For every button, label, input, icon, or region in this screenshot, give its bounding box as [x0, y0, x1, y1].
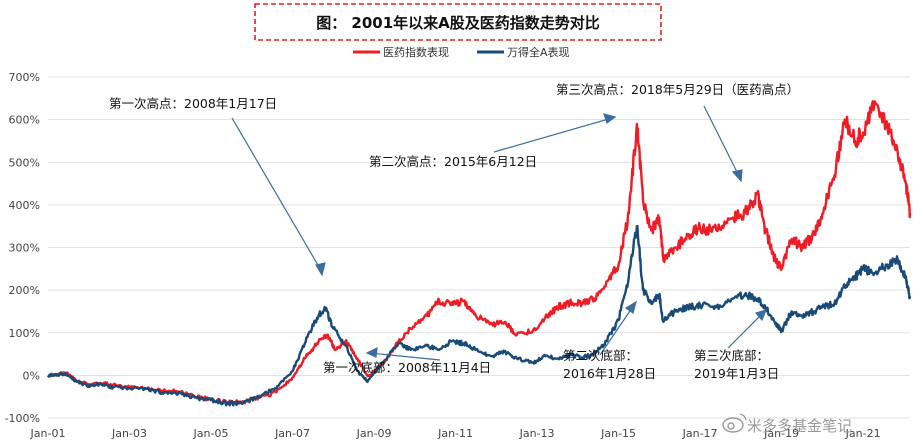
arrow-third-low — [727, 311, 765, 349]
series-line-wind-all-a — [46, 224, 912, 407]
y-tick-label: 0% — [23, 369, 40, 382]
arrowhead-third-high — [731, 169, 743, 183]
y-tick-label: 100% — [9, 327, 40, 340]
x-tick-label: Jan-15 — [600, 427, 636, 440]
arrowhead-second-low — [624, 300, 637, 314]
arrowhead-first-high — [315, 262, 326, 277]
annotation-second-low-title: 第二次底部： — [563, 348, 638, 363]
y-tick-label: 700% — [9, 71, 40, 84]
annotation-second-high: 第二次高点：2015年6月12日 — [369, 154, 537, 169]
annotation-third-low-title: 第三次底部： — [694, 348, 769, 363]
annotation-first-low: 第一次底部：2008年11月4日 — [323, 360, 491, 375]
series-lines — [46, 100, 912, 407]
x-tick-label: Jan-01 — [30, 427, 66, 440]
legend-label-pharma: 医药指数表现 — [383, 45, 449, 59]
x-tick-label: Jan-05 — [193, 427, 229, 440]
x-axis-ticks: Jan-01 Jan-03 Jan-05 Jan-07 Jan-09 Jan-11 Jan-… — [30, 427, 881, 440]
annotation-labels: 第一次高点：2008年1月17日 第二次高点：2015年6月12日 第三次高点：… — [109, 82, 799, 381]
legend-label-wind-a: 万得全A表现 — [507, 45, 570, 59]
annotation-arrows — [231, 105, 768, 361]
arrow-third-high — [703, 105, 741, 179]
arrow-second-high — [493, 117, 613, 153]
arrow-first-low — [369, 352, 441, 361]
watermark-text: 米多多基金笔记 — [747, 417, 852, 435]
y-tick-label: 400% — [9, 199, 40, 212]
arrow-first-high — [231, 117, 323, 273]
x-tick-label: Jan-11 — [437, 427, 473, 440]
legend: 医药指数表现 万得全A表现 — [353, 45, 570, 59]
x-tick-label: Jan-03 — [111, 427, 147, 440]
x-tick-label: Jan-09 — [356, 427, 392, 440]
x-tick-label: Jan-17 — [682, 427, 718, 440]
x-tick-label: Jan-21 — [845, 427, 881, 440]
arrow-second-low — [599, 304, 635, 356]
arrowhead-second-high — [603, 113, 617, 124]
x-tick-label: Jan-19 — [763, 427, 799, 440]
annotation-third-low-date: 2019年1月3日 — [694, 366, 779, 381]
weibo-icon — [722, 413, 747, 433]
chart-title: 图： 2001年以来A股及医药指数走势对比 — [316, 14, 600, 32]
y-axis-ticks: -100% 0% 100% 200% 300% 400% 500% 600% 700% — [5, 71, 40, 425]
watermark: 米多多基金笔记 — [722, 413, 852, 435]
y-tick-label: 500% — [9, 156, 40, 169]
y-tick-label: 600% — [9, 114, 40, 127]
gridlines — [48, 76, 910, 419]
annotation-first-high: 第一次高点：2008年1月17日 — [109, 96, 277, 111]
arrowhead-third-low — [754, 309, 768, 322]
annotation-second-low-date: 2016年1月28日 — [563, 366, 656, 381]
y-tick-label: -100% — [5, 412, 40, 425]
y-tick-label: 300% — [9, 242, 40, 255]
x-tick-label: Jan-13 — [519, 427, 555, 440]
title-box — [254, 3, 662, 41]
x-tick-label: Jan-07 — [274, 427, 310, 440]
y-tick-label: 200% — [9, 284, 40, 297]
annotation-third-high: 第三次高点：2018年5月29日（医药高点） — [556, 82, 799, 97]
series-line-pharma-index — [47, 100, 912, 406]
arrowhead-first-low — [365, 346, 378, 358]
